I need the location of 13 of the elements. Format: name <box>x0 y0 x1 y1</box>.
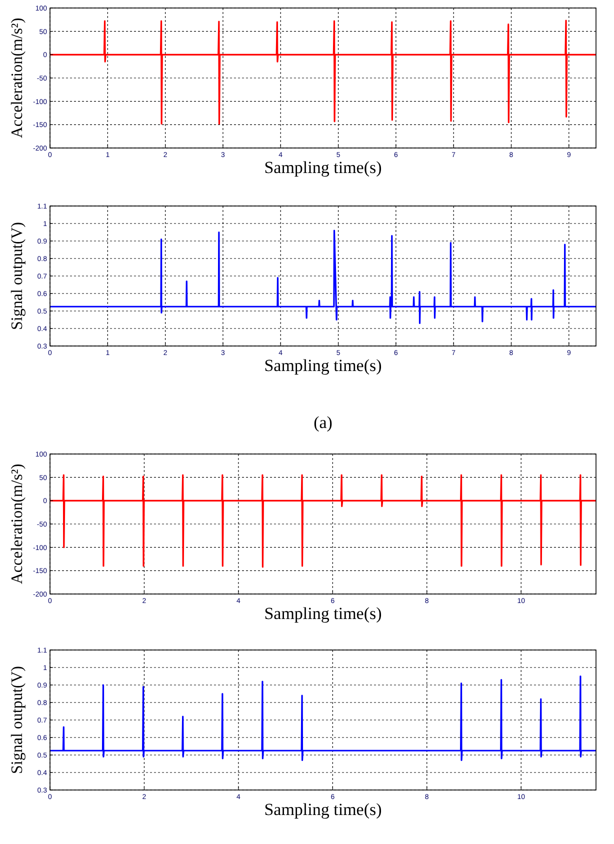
x-axis-title: Sampling time(s) <box>264 356 382 375</box>
x-axis-title: Sampling time(s) <box>264 800 382 819</box>
line-series <box>49 675 597 762</box>
line-series <box>49 20 597 125</box>
text: (a) <box>314 413 332 432</box>
y-axis-title: Acceleration(m/s²) <box>9 464 26 584</box>
y-axis-title: Signal output(V) <box>9 666 26 774</box>
x-axis-title: Sampling time(s) <box>264 158 382 177</box>
line-series <box>49 230 597 324</box>
y-axis-title: Signal output(V) <box>9 222 26 330</box>
x-axis-title: Sampling time(s) <box>264 604 382 623</box>
line-series <box>49 474 597 568</box>
y-axis-title: Acceleration(m/s²) <box>9 18 26 138</box>
